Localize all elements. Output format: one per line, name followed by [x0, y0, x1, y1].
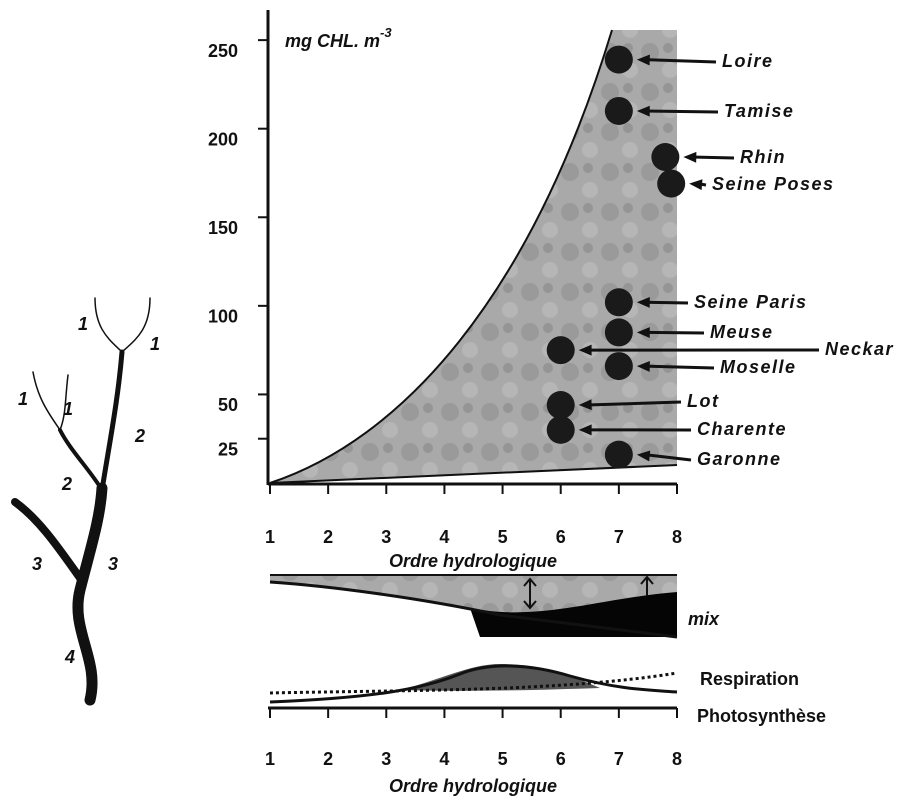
label-arrow — [645, 332, 704, 333]
point-label: Loire — [722, 51, 774, 71]
point — [657, 170, 685, 198]
river-tree — [15, 298, 150, 700]
point — [547, 391, 575, 419]
x-tick-label: 6 — [556, 749, 566, 769]
point — [605, 46, 633, 74]
y-tick-label: 150 — [208, 218, 238, 238]
x-tick-label: 3 — [381, 527, 391, 547]
stream-order: 1 — [150, 334, 160, 354]
point — [547, 416, 575, 444]
x-tick-label: 5 — [498, 749, 508, 769]
point-label: Tamise — [724, 101, 794, 121]
x-axis-title-2: Ordre hydrologique — [389, 776, 557, 796]
point-label: Seine Paris — [694, 292, 808, 312]
y-tick-label: 100 — [208, 307, 238, 327]
stream-order: 1 — [18, 389, 28, 409]
label-arrow — [645, 302, 688, 303]
stream-order: 2 — [134, 426, 145, 446]
point-label: Neckar — [825, 339, 894, 359]
mix-label: mix — [688, 609, 720, 629]
arrow-head — [689, 179, 702, 190]
y-axis-label: mg CHL. m-3 — [285, 25, 392, 50]
stream-order: 2 — [61, 474, 72, 494]
stream-order: 3 — [108, 554, 118, 574]
point-label: Charente — [697, 419, 787, 439]
curve-label: Photosynthèse — [697, 706, 826, 726]
point-label: Rhin — [740, 147, 786, 167]
x-tick-label: 1 — [265, 749, 275, 769]
x-axis-title: Ordre hydrologique — [389, 551, 557, 571]
x-tick-label: 3 — [381, 749, 391, 769]
x-tick-label: 8 — [672, 527, 682, 547]
point-label: Lot — [687, 391, 719, 411]
x-tick-label: 6 — [556, 527, 566, 547]
point — [605, 97, 633, 125]
x-tick-label: 2 — [323, 527, 333, 547]
point-label: Moselle — [720, 357, 797, 377]
label-arrow — [645, 366, 714, 368]
point — [651, 143, 679, 171]
y-tick-label: 25 — [218, 439, 238, 459]
y-axis-label-text: mg CHL. m — [285, 31, 380, 51]
label-arrow — [691, 157, 734, 158]
y-axis-label-exponent: -3 — [380, 25, 392, 40]
arrow-head — [683, 152, 696, 163]
point-label: Seine Poses — [712, 174, 835, 194]
stream-order: 1 — [63, 399, 73, 419]
point — [605, 441, 633, 469]
x-tick-label: 4 — [439, 749, 449, 769]
point-label: Garonne — [697, 449, 782, 469]
point-label: Meuse — [710, 322, 774, 342]
point — [605, 318, 633, 346]
point — [547, 336, 575, 364]
stream-order: 4 — [64, 647, 75, 667]
stream-order: 3 — [32, 554, 42, 574]
x-tick-label: 4 — [439, 527, 449, 547]
y-tick-label: 200 — [208, 129, 238, 149]
curve-label: Respiration — [700, 669, 799, 689]
x-tick-label: 8 — [672, 749, 682, 769]
y-tick-label: 50 — [218, 395, 238, 415]
x-tick-label: 2 — [323, 749, 333, 769]
point — [605, 288, 633, 316]
x-tick-label: 7 — [614, 749, 624, 769]
point — [605, 352, 633, 380]
label-arrow — [645, 111, 718, 112]
y-tick-label: 250 — [208, 41, 238, 61]
x-tick-label: 5 — [498, 527, 508, 547]
stream-order: 1 — [78, 314, 88, 334]
x-tick-label: 1 — [265, 527, 275, 547]
x-tick-label: 7 — [614, 527, 624, 547]
